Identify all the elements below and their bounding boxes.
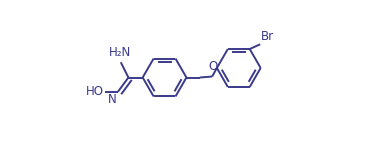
Text: HO: HO: [86, 85, 104, 98]
Text: Br: Br: [261, 30, 274, 43]
Text: O: O: [208, 60, 218, 73]
Text: H₂N: H₂N: [109, 46, 131, 59]
Text: N: N: [108, 93, 117, 106]
